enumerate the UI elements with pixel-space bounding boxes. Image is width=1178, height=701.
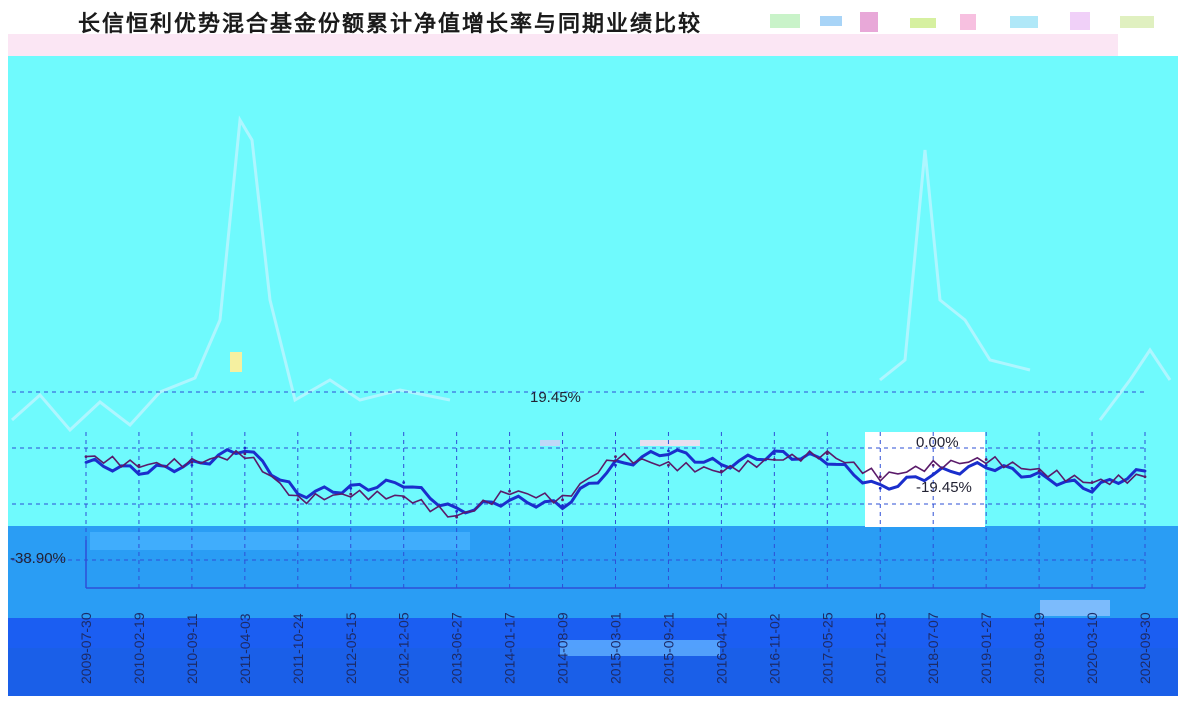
y-tick-label: 19.45% [530, 389, 581, 406]
series-1-point [349, 486, 353, 490]
x-tick-label: 2012-05-15 [343, 612, 359, 684]
series-1-point [561, 504, 564, 507]
x-tick-label: 2014-01-17 [502, 612, 518, 684]
series-1-point [984, 463, 988, 467]
series-2-point [349, 492, 353, 496]
series-2-point [1143, 475, 1147, 479]
x-tick-label: 2011-10-24 [290, 613, 306, 684]
series-1-point [931, 472, 935, 476]
x-tick-label: 2020-03-10 [1084, 612, 1100, 684]
series-1-point [667, 449, 670, 453]
series-2-point [667, 463, 670, 467]
glitch-decoration [11, 115, 1172, 656]
series-1-point [878, 486, 882, 490]
series-lines [84, 446, 1147, 519]
series-1-point [825, 458, 829, 461]
x-tick-label: 2017-05-25 [819, 612, 835, 684]
x-tick-label: 2018-07-07 [925, 612, 941, 684]
series-2-point [720, 469, 723, 473]
x-tick-label: 2013-06-27 [449, 612, 465, 684]
x-tick-label: 2010-02-19 [131, 612, 147, 684]
x-tick-label: 2016-04-12 [713, 612, 729, 684]
x-tick-label: 2020-09-30 [1137, 612, 1153, 684]
series-2-point [190, 460, 194, 464]
series-1-point [1143, 469, 1147, 473]
series-1-point [243, 446, 247, 450]
x-tick-label: 2019-01-27 [978, 612, 994, 684]
series-1-point [137, 469, 141, 473]
series-2-point [825, 452, 829, 456]
series-2-point [931, 463, 935, 467]
series-2-point [137, 463, 141, 467]
x-tick-label: 2012-12-05 [396, 612, 412, 684]
series-1-point [508, 498, 511, 502]
series-2-point [984, 458, 988, 461]
grid-lines [12, 391, 1146, 589]
series-1-point [1037, 475, 1041, 479]
y-tick-label: -38.90% [10, 550, 66, 567]
x-tick-labels: 2009-07-30 2010-02-19 2010-09-11 2011-04-03… [78, 612, 1153, 684]
series-2-point [772, 458, 776, 461]
series-2-point [561, 498, 564, 502]
series-1-point [772, 452, 776, 456]
x-tick-label: 2014-08-09 [555, 612, 571, 684]
x-tick-label: 2009-07-30 [78, 612, 94, 684]
series-2-point [455, 515, 459, 519]
series-2-point [1090, 481, 1094, 484]
series-1-point [402, 481, 406, 484]
series-1-point [614, 463, 617, 467]
series-2-point [84, 455, 88, 459]
series-1-point [455, 509, 459, 513]
series-2-point [402, 495, 406, 499]
series-2-point [1037, 469, 1041, 473]
x-tick-label: 2011-04-03 [237, 613, 253, 684]
x-tick-label: 2017-12-15 [872, 612, 888, 684]
series-1-point [1090, 486, 1094, 490]
series-line-2 [85, 449, 1146, 518]
series-1-point [296, 492, 300, 496]
series-2-point [508, 489, 511, 493]
series-2-point [296, 498, 300, 502]
series-2-point [614, 455, 617, 459]
x-tick-label: 2010-09-11 [184, 613, 200, 684]
x-tick-label: 2015-03-01 [608, 612, 624, 684]
x-tick-label: 2015-09-21 [660, 612, 676, 684]
y-tick-labels: 19.45% 0.00% -19.45% -38.90% [10, 389, 972, 567]
series-2-point [243, 452, 247, 456]
x-tick-label: 2019-08-19 [1031, 612, 1047, 684]
y-tick-label: -19.45% [916, 479, 972, 496]
x-tick-label: 2016-11-02 [766, 613, 782, 684]
y-tick-label: 0.00% [916, 434, 959, 451]
chart-title: 长信恒利优势混合基金份额累计净值增长率与同期业绩比较 [78, 12, 703, 37]
title-noise-strip [760, 6, 1178, 46]
series-1-point [190, 463, 194, 467]
series-1-point [84, 460, 88, 464]
series-1-point [720, 463, 723, 467]
series-2-point [878, 475, 882, 479]
